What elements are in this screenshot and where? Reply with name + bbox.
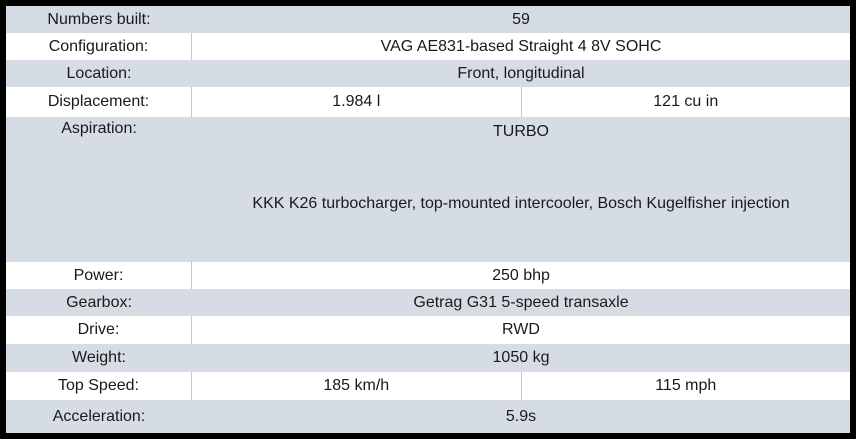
spec-label: Location: <box>66 64 132 82</box>
spec-value: 59 <box>512 10 530 28</box>
table-row-drive: Drive: RWD <box>6 316 850 344</box>
table-row-acceleration: Acceleration: 5.9s <box>6 400 850 433</box>
aspiration-note: KKK K26 turbocharger, top-mounted interc… <box>252 195 790 212</box>
spec-value: VAG AE831-based Straight 4 8V SOHC <box>380 37 662 55</box>
spec-value: 1050 kg <box>492 349 550 366</box>
spec-label: Numbers built: <box>47 10 151 28</box>
spacer-line <box>192 168 850 192</box>
spec-value: 250 bhp <box>492 266 550 284</box>
spec-label: Gearbox: <box>66 293 132 311</box>
table-row-configuration: Configuration: VAG AE831-based Straight … <box>6 33 850 60</box>
table-row-aspiration: Aspiration: TURBO KKK K26 turbocharger, … <box>6 117 850 262</box>
spec-label: Power: <box>6 262 192 289</box>
spacer-line <box>192 240 850 262</box>
spec-label: Weight: <box>72 349 126 366</box>
spec-label: Drive: <box>6 316 192 344</box>
table-row-top-speed: Top Speed: 185 km/h 115 mph <box>6 372 850 400</box>
spec-value: RWD <box>502 321 540 338</box>
spec-value: Getrag G31 5-speed transaxle <box>413 293 629 311</box>
table-row-location: Location: Front, longitudinal <box>6 60 850 87</box>
aspiration-value: TURBO <box>493 123 549 140</box>
spec-label: Displacement: <box>6 87 192 117</box>
spacer-line <box>192 144 850 168</box>
spec-value: 5.9s <box>505 407 537 425</box>
spec-value-imperial: 121 cu in <box>653 93 719 110</box>
spec-value-metric: 185 km/h <box>192 372 522 400</box>
spec-value-imperial: 115 mph <box>655 377 717 394</box>
spec-label: Top Speed: <box>6 372 192 400</box>
aspiration-details: TURBO KKK K26 turbocharger, top-mounted … <box>192 117 850 262</box>
spec-label: Aspiration: <box>61 120 137 137</box>
table-row-power: Power: 250 bhp <box>6 262 850 289</box>
table-row-displacement: Displacement: 1.984 l 121 cu in <box>6 87 850 117</box>
spec-label: Acceleration: <box>52 407 146 425</box>
spec-value-metric: 1.984 l <box>192 87 522 117</box>
table-row-gearbox: Gearbox: Getrag G31 5-speed transaxle <box>6 289 850 316</box>
spec-value: Front, longitudinal <box>457 64 585 82</box>
table-row-numbers-built: Numbers built: 59 <box>6 6 850 33</box>
spacer-line <box>192 216 850 240</box>
spec-label: Configuration: <box>6 33 192 60</box>
table-row-weight: Weight: 1050 kg <box>6 344 850 372</box>
